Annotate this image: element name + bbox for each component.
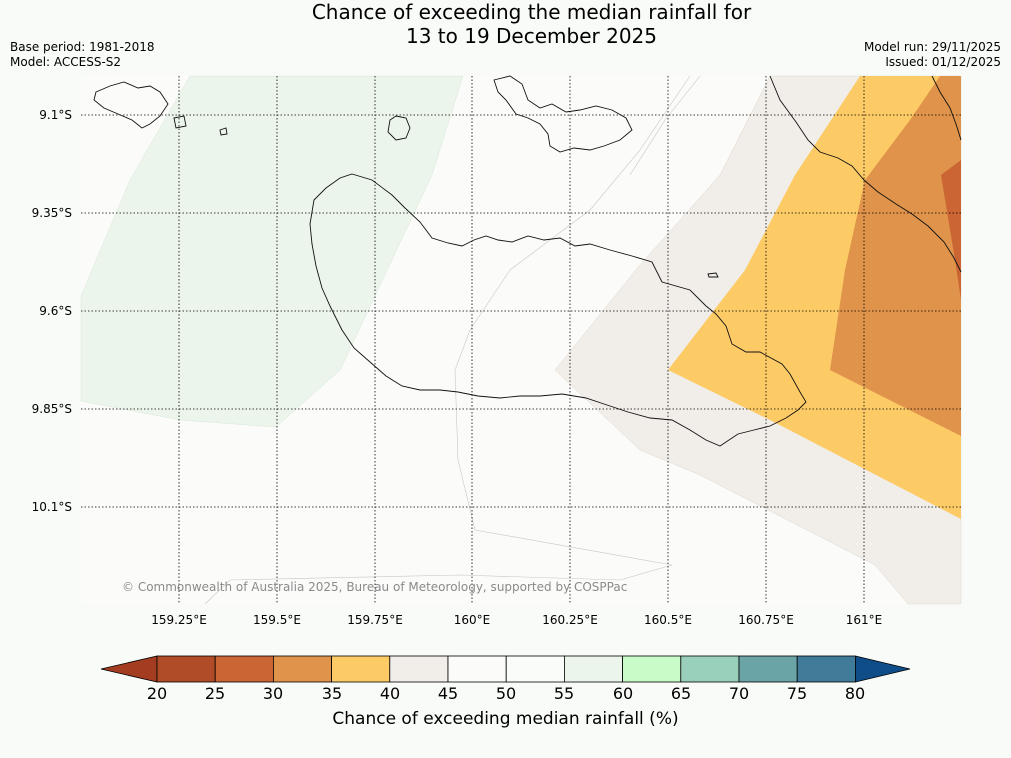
faint-contours — [204, 75, 701, 605]
colorbar — [100, 655, 911, 683]
contour-line — [629, 75, 701, 176]
colorbar-tick: 70 — [728, 684, 750, 703]
colorbar-tick: 60 — [612, 684, 634, 703]
coastlines — [93, 75, 962, 447]
colorbar-tick: 40 — [379, 684, 401, 703]
colorbar-tick: 20 — [146, 684, 168, 703]
base-period: Base period: 1981-2018 — [10, 40, 155, 54]
island-small — [219, 127, 228, 136]
meta-right: Model run: 29/11/2025 Issued: 01/12/2025 — [864, 40, 1001, 70]
lon-label: 159.25°E — [151, 613, 207, 627]
island-nggela — [493, 75, 633, 153]
colorbar-swatch — [564, 655, 624, 683]
model-name: Model: ACCESS-S2 — [10, 55, 122, 69]
colorbar-tick: 35 — [321, 684, 343, 703]
colorbar-swatch — [738, 655, 798, 683]
colorbar-swatch — [622, 655, 682, 683]
lon-label: 160.5°E — [644, 613, 692, 627]
colorbar-swatch — [156, 655, 216, 683]
colorbar-over — [855, 655, 911, 683]
map-title: Chance of exceeding the median rainfall … — [0, 0, 1011, 48]
island-malaita-north — [931, 75, 962, 141]
lon-label: 160°E — [453, 613, 491, 627]
colorbar-tick: 45 — [437, 684, 459, 703]
lon-label: 159.5°E — [253, 613, 301, 627]
lat-label: 9.1°S — [39, 108, 72, 122]
colorbar-under — [100, 655, 158, 683]
colorbar-swatch — [447, 655, 507, 683]
contour-line — [204, 75, 691, 605]
lat-label: 9.35°S — [31, 206, 72, 220]
colorbar-tick: 80 — [844, 684, 866, 703]
lat-label: 9.85°S — [31, 402, 72, 416]
island-savo — [387, 115, 411, 141]
region-25-30 — [941, 160, 961, 300]
region-55-60 — [80, 75, 464, 428]
colorbar-tick: 50 — [495, 684, 517, 703]
colorbar-swatch — [680, 655, 740, 683]
probability-shading — [80, 75, 962, 605]
colorbar-tick: 65 — [670, 684, 692, 703]
title-line-1: Chance of exceeding the median rainfall … — [311, 0, 752, 24]
colorbar-tick: 25 — [204, 684, 226, 703]
island-malaita — [769, 75, 962, 273]
colorbar-label: Chance of exceeding median rainfall (%) — [332, 709, 679, 729]
region-30-35 — [830, 76, 961, 436]
colorbar-swatch — [796, 655, 856, 683]
colorbar-swatch — [505, 655, 565, 683]
island-small — [173, 115, 187, 129]
lat-label: 9.6°S — [39, 304, 72, 318]
island-small — [707, 272, 719, 278]
island-guadalcanal — [309, 173, 807, 447]
island-russell — [93, 81, 169, 129]
colorbar-swatch — [214, 655, 274, 683]
lon-label: 160.25°E — [542, 613, 598, 627]
lat-label: 10.1°S — [31, 500, 72, 514]
colorbar-tick: 30 — [262, 684, 284, 703]
title-line-2: 13 to 19 December 2025 — [405, 24, 657, 48]
colorbar-swatch — [331, 655, 391, 683]
colorbar-swatch — [272, 655, 332, 683]
lon-label: 161°E — [845, 613, 883, 627]
colorbar-tick: 75 — [786, 684, 808, 703]
lon-label: 159.75°E — [347, 613, 403, 627]
colorbar-tick: 55 — [553, 684, 575, 703]
issued-date: Issued: 01/12/2025 — [885, 55, 1001, 69]
meta-left: Base period: 1981-2018 Model: ACCESS-S2 — [10, 40, 155, 70]
copyright-notice: © Commonwealth of Australia 2025, Bureau… — [122, 580, 628, 594]
lon-label: 160.75°E — [738, 613, 794, 627]
model-run: Model run: 29/11/2025 — [863, 40, 1001, 54]
colorbar-swatch — [389, 655, 449, 683]
graticule — [81, 76, 961, 604]
